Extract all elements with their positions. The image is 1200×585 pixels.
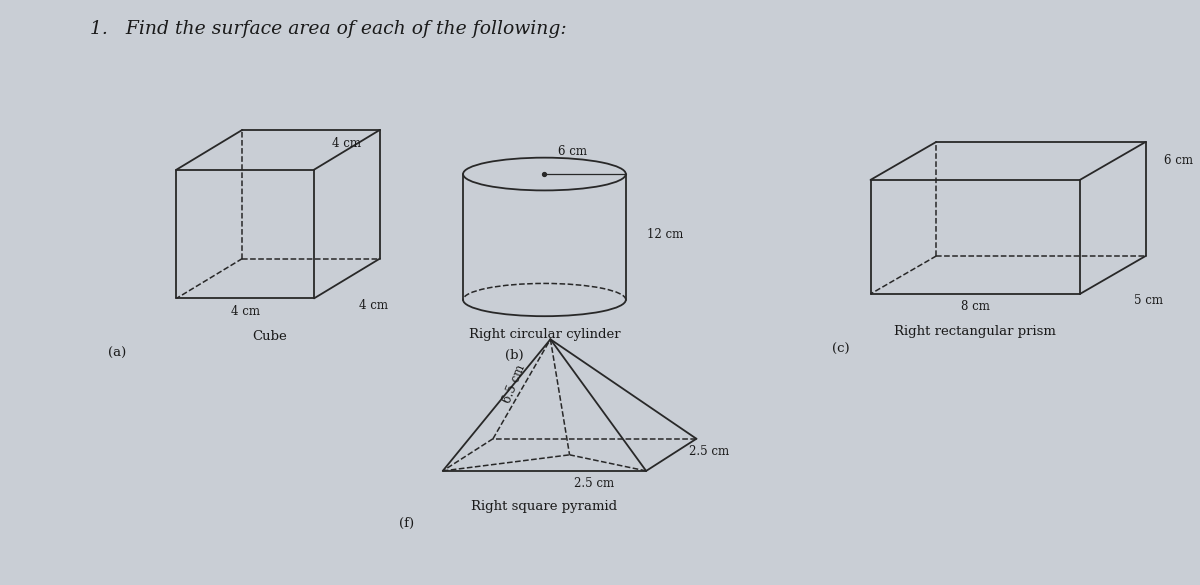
Text: (f): (f) [400, 517, 414, 530]
Text: Right circular cylinder: Right circular cylinder [469, 328, 620, 342]
Text: 2.5 cm: 2.5 cm [575, 477, 614, 490]
Text: 6 cm: 6 cm [1164, 154, 1193, 167]
Text: 8 cm: 8 cm [961, 300, 990, 314]
Text: 5 cm: 5 cm [1134, 294, 1163, 308]
Text: 6.5 cm: 6.5 cm [502, 363, 528, 405]
Text: Right rectangular prism: Right rectangular prism [894, 325, 1056, 339]
Text: (c): (c) [832, 343, 850, 356]
Text: 4 cm: 4 cm [332, 137, 361, 150]
Text: 6 cm: 6 cm [558, 145, 588, 159]
Text: 2.5 cm: 2.5 cm [689, 445, 730, 459]
Text: 4 cm: 4 cm [230, 305, 259, 318]
Text: Right square pyramid: Right square pyramid [472, 500, 618, 512]
Text: 12 cm: 12 cm [647, 228, 684, 240]
Text: (a): (a) [108, 347, 126, 360]
Text: 4 cm: 4 cm [359, 299, 388, 312]
Text: 1.   Find the surface area of each of the following:: 1. Find the surface area of each of the … [90, 20, 566, 39]
Text: Cube: Cube [252, 330, 287, 343]
Text: (b): (b) [505, 349, 524, 362]
